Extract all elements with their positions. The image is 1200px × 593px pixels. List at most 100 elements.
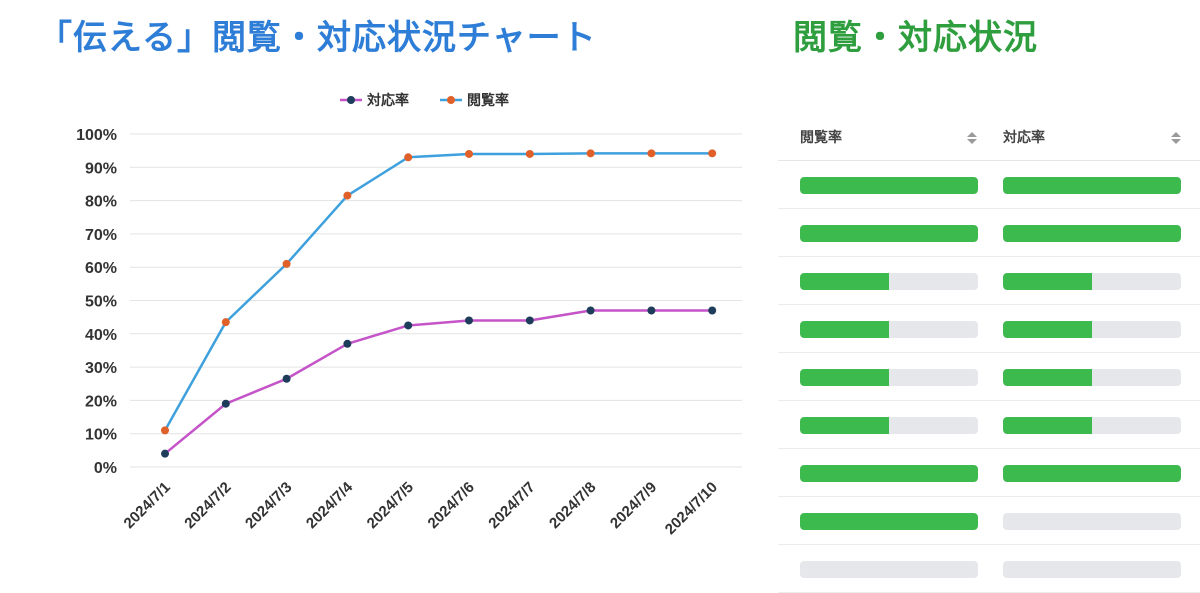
response-rate-bar — [1003, 225, 1181, 242]
y-tick-label: 10% — [85, 427, 117, 444]
view-rate-bar — [800, 225, 978, 242]
series-line — [164, 309, 713, 455]
view-rate-bar — [800, 465, 978, 482]
y-tick-label: 0% — [94, 460, 117, 477]
data-point — [647, 306, 656, 315]
response-rate-bar — [1003, 321, 1181, 338]
view-rate-bar — [800, 369, 978, 386]
table-row[interactable] — [778, 305, 1200, 353]
view-rate-bar — [800, 321, 978, 338]
response-rate-bar — [1003, 369, 1181, 386]
bar-fill — [1003, 225, 1181, 242]
x-tick-label: 2024/7/3 — [242, 479, 295, 532]
bar-fill — [1003, 321, 1092, 338]
table-row[interactable] — [778, 353, 1200, 401]
table-row[interactable] — [778, 257, 1200, 305]
data-point — [708, 306, 717, 315]
bar-fill — [1003, 177, 1181, 194]
bar-fill — [800, 177, 978, 194]
data-point — [525, 149, 534, 158]
header-view-rate: 閲覧率 — [800, 130, 842, 146]
data-point — [586, 306, 595, 315]
data-point — [586, 149, 595, 158]
y-tick-label: 100% — [76, 127, 117, 144]
response-rate-bar — [1003, 513, 1181, 530]
x-tick-label: 2024/7/1 — [121, 479, 174, 532]
table-row[interactable] — [778, 401, 1200, 449]
bar-fill — [800, 465, 978, 482]
response-rate-bar — [1003, 273, 1181, 290]
response-rate-bar — [1003, 177, 1181, 194]
data-point — [221, 399, 230, 408]
y-tick-label: 80% — [85, 194, 117, 211]
chart-title: 「伝える」閲覧・対応状況チャート — [38, 18, 597, 58]
data-point — [161, 449, 169, 458]
bar-fill — [800, 369, 889, 386]
response-rate-bar — [1003, 465, 1181, 482]
header-response-rate: 対応率 — [1003, 130, 1045, 146]
table-row[interactable] — [778, 449, 1200, 497]
legend-item: 閲覧率 — [440, 92, 509, 109]
bar-fill — [800, 321, 889, 338]
data-point — [343, 191, 352, 200]
bar-fill — [1003, 369, 1092, 386]
table-row[interactable] — [778, 209, 1200, 257]
legend-swatch-marker — [347, 96, 355, 104]
data-point — [404, 153, 413, 162]
x-tick-label: 2024/7/9 — [607, 479, 660, 532]
view-rate-bar — [800, 177, 978, 194]
view-rate-bar — [800, 273, 978, 290]
y-tick-label: 30% — [85, 360, 117, 377]
table-row[interactable] — [778, 161, 1200, 209]
legend-label: 閲覧率 — [467, 92, 509, 109]
x-tick-label: 2024/7/7 — [485, 479, 538, 532]
response-rate-bar — [1003, 417, 1181, 434]
x-tick-label: 2024/7/5 — [364, 479, 417, 532]
series-line — [163, 152, 713, 431]
x-tick-label: 2024/7/2 — [181, 479, 234, 532]
data-point — [343, 339, 352, 348]
table-header: 閲覧率 対応率 — [778, 112, 1200, 161]
bar-fill — [800, 273, 889, 290]
sort-updown-icon[interactable] — [966, 131, 978, 145]
bar-fill — [800, 417, 889, 434]
x-tick-label: 2024/7/6 — [425, 479, 478, 532]
data-point — [404, 321, 413, 330]
legend-item: 対応率 — [340, 92, 409, 109]
data-point — [525, 316, 534, 325]
data-point — [282, 259, 291, 268]
bar-fill — [1003, 273, 1092, 290]
x-tick-label: 2024/7/8 — [546, 479, 599, 532]
y-tick-label: 40% — [85, 327, 117, 344]
bar-fill — [800, 225, 978, 242]
y-tick-label: 60% — [85, 260, 117, 277]
view-rate-bar — [800, 417, 978, 434]
legend-swatch-marker — [447, 96, 455, 104]
bar-fill — [1003, 417, 1092, 434]
y-tick-label: 90% — [85, 160, 117, 177]
y-tick-label: 20% — [85, 393, 117, 410]
sort-updown-icon[interactable] — [1170, 131, 1182, 145]
table-title: 閲覧・対応状況 — [793, 18, 1038, 58]
y-tick-label: 50% — [85, 294, 117, 311]
data-point — [465, 149, 473, 158]
table-row[interactable] — [778, 497, 1200, 545]
view-rate-bar — [800, 561, 978, 578]
x-tick-label: 2024/7/4 — [303, 478, 357, 532]
line-chart: 0% 10% 20% 30% 40% 50% 60% 70% 80% 90% 100% 2024/7/… — [76, 92, 742, 538]
data-point — [708, 149, 717, 158]
x-tick-label: 2024/7/10 — [662, 479, 721, 538]
legend-label: 対応率 — [366, 92, 409, 109]
status-table: 閲覧率 対応率 — [778, 112, 1200, 593]
bar-fill — [1003, 465, 1181, 482]
response-rate-bar — [1003, 561, 1181, 578]
data-point — [647, 149, 656, 158]
data-point — [282, 374, 291, 383]
table-body — [778, 161, 1200, 593]
bar-fill — [800, 513, 978, 530]
table-row[interactable] — [778, 545, 1200, 593]
data-point — [221, 318, 230, 327]
y-tick-label: 70% — [85, 227, 117, 244]
data-point — [161, 426, 169, 435]
data-point — [465, 316, 473, 325]
